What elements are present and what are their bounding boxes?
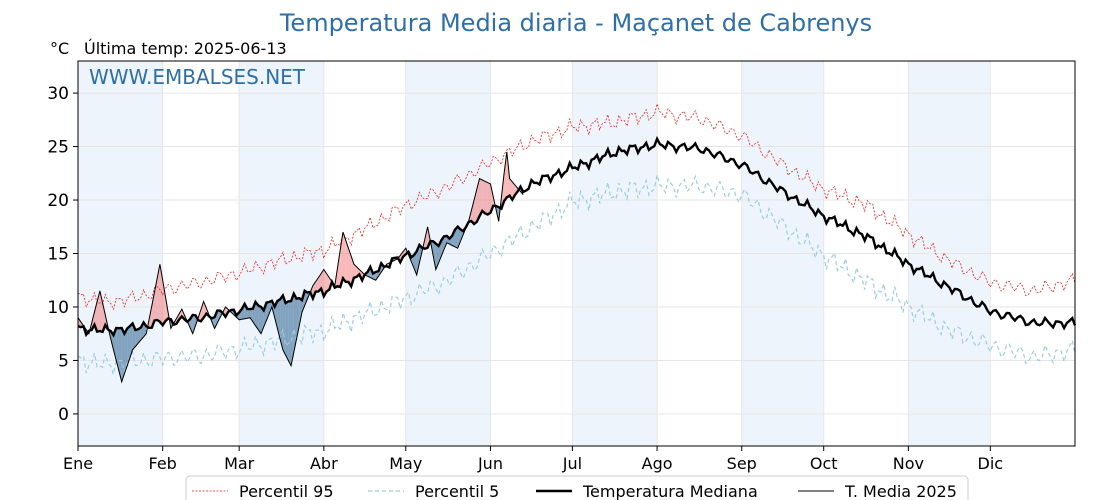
y-tick-label: 0 [58,405,69,425]
fill-above-median [200,301,204,322]
y-tick-label: 30 [47,84,69,104]
y-tick-label: 15 [47,245,69,265]
x-tick-label: Ene [63,454,93,473]
legend-box [185,475,969,500]
x-tick-label: Dic [978,454,1004,473]
fill-below-median [288,301,292,366]
series-percentil-95 [77,102,1076,311]
series-lines [77,102,1077,384]
legend-label-median: Temperatura Mediana [582,482,758,500]
x-tick-label: Ago [642,454,673,473]
fill-below-median [217,310,221,324]
fill-below-median [261,306,264,334]
x-tick-label: Mar [224,454,255,473]
series-percentil-5 [77,174,1076,377]
chart-title: Temperatura Media diaria - Maçanet de Ca… [279,9,872,37]
fill-above-median [151,292,155,328]
fill-above-median [348,248,352,287]
fill-above-median [476,178,480,222]
x-tick-label: May [389,454,422,473]
legend-label-p5: Percentil 5 [415,482,499,500]
fill-below-median [127,326,130,366]
fill-above-median [326,273,330,292]
fill-below-median [454,226,458,249]
anomaly-fills [78,151,524,382]
fill-above-median [337,249,341,288]
x-tick-label: Nov [893,454,924,473]
fill-above-median [487,182,491,215]
fill-above-median [78,317,81,328]
fill-below-median [121,328,125,382]
fill-below-median [247,309,251,319]
legend: Percentil 95 Percentil 5 Temperatura Media… [185,475,969,500]
fill-below-median [433,241,436,270]
unit-label: °C [50,39,69,58]
x-tick-label: Abr [310,454,338,473]
x-tick-label: Oct [810,454,838,473]
x-tick-label: Jul [562,454,582,473]
fill-above-median [318,273,322,292]
watermark: WWW.EMBALSES.NET [89,65,306,89]
fill-below-median [444,235,447,250]
fill-above-median [345,240,349,282]
fill-above-median [157,264,160,322]
fill-above-median [484,181,488,215]
fill-below-median [118,328,122,382]
fill-below-median [411,254,414,269]
fill-below-median [116,328,119,372]
y-tick-label: 10 [47,298,69,318]
fill-above-median [353,264,357,278]
x-tick-label: Sep [727,454,757,473]
fill-above-median [424,226,428,249]
chart-subtitle: Última temp: 2025-06-13 [84,39,287,58]
legend-label-t2025: T. Media 2025 [844,482,957,500]
fill-below-median [280,295,283,350]
fill-below-median [192,314,196,334]
x-tick-label: Feb [149,454,177,473]
fill-below-median [129,323,133,358]
fill-below-median [416,244,420,275]
fill-above-median [471,200,475,224]
fill-below-median [299,298,302,326]
fill-above-median [504,151,507,202]
axes: 0 5 10 15 20 25 30 Ene Feb Mar Abr May Jun Jul Ago Sep O… [47,84,1003,473]
fill-below-median [135,329,139,347]
x-tick-label: Jun [477,454,503,473]
fill-below-median [291,293,294,366]
fill-below-median [269,300,272,314]
fill-above-median [479,178,483,217]
fill-below-median [138,327,141,344]
fill-above-median [159,264,163,326]
fill-below-median [285,301,289,361]
fill-above-median [162,280,166,326]
fill-below-median [435,243,439,270]
fill-below-median [460,229,464,242]
fill-below-median [266,301,270,321]
y-tick-label: 20 [47,191,69,211]
y-tick-label: 25 [47,138,69,158]
y-tick-label: 5 [58,351,69,371]
series-temperatura-mediana [77,135,1077,338]
fill-below-median [304,290,308,306]
fill-below-median [375,271,379,281]
series-t-media-2025 [77,151,524,384]
legend-label-p95: Percentil 95 [239,482,334,500]
fill-above-median [482,179,485,214]
fill-below-median [255,301,259,330]
fill-above-median [342,232,346,282]
fill-above-median [323,269,327,297]
fill-above-median [97,290,100,332]
fill-below-median [258,305,262,334]
